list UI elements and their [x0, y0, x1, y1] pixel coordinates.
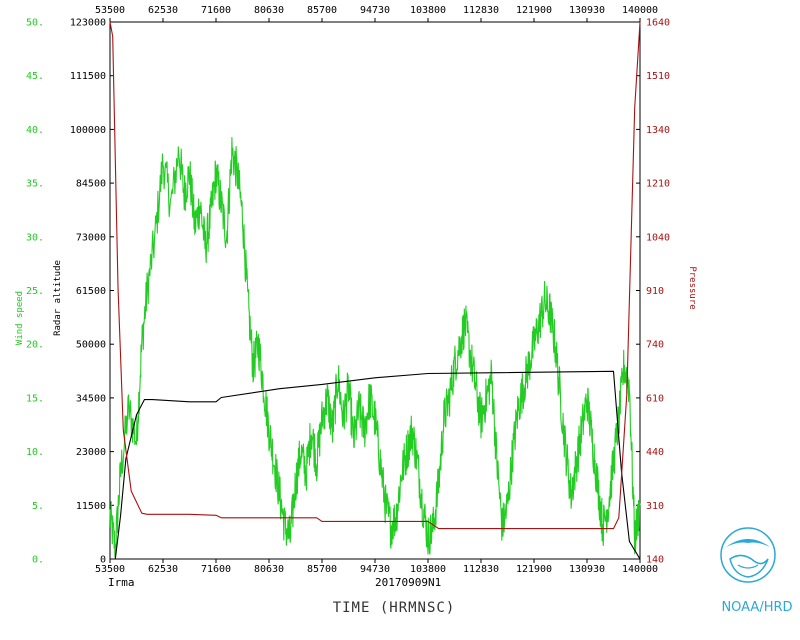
noaa-logo-icon: [720, 527, 776, 583]
y-axis-pressure: 140 310 440 610 740 910 1040 1210 1340 1510 1640: [646, 18, 670, 566]
pressure-tick-label: 140: [646, 555, 664, 566]
x-top-tick-label: 53500: [95, 5, 125, 16]
series-line-wind: [109, 137, 641, 558]
pressure-tick-label: 440: [646, 447, 664, 458]
pressure-tick-label: 1340: [646, 125, 670, 136]
x-bottom-tick-label: 140000: [622, 564, 658, 575]
noaa-hrd-label: NOAA/HRD: [721, 600, 792, 615]
altitude-tick-label: 11500: [76, 501, 106, 512]
pressure-tick-label: 910: [646, 286, 664, 297]
series-layer: [109, 21, 641, 560]
series-line-altitude: [110, 370, 641, 560]
y-axis-wind: 0. 5. 10. 15. 20. 25. 30. 35. 40. 45. 50.: [26, 18, 44, 566]
wind-tick-label: 35.: [26, 179, 44, 190]
x-top-tick-label: 112830: [463, 5, 499, 16]
y-axis-altitude: 0 11500 23000 34500 50000 61500 73000 84500 1000…: [70, 18, 640, 566]
pressure-tick-label: 310: [646, 501, 664, 512]
wind-tick-label: 50.: [26, 18, 44, 29]
wind-tick-label: 40.: [26, 125, 44, 136]
x-axis-top: 53500 62530 71600 80630 85700 94730 103800 1128…: [95, 5, 658, 22]
altitude-axis-label: Radar altitude: [53, 260, 63, 336]
altitude-tick-label: 34500: [76, 393, 106, 404]
x-axis-title: TIME (HRMNSC): [333, 600, 456, 616]
pressure-axis-label: Pressure: [687, 266, 697, 309]
altitude-tick-label: 111500: [70, 71, 106, 82]
x-bottom-tick-label: 112830: [463, 564, 499, 575]
pressure-tick-label: 1640: [646, 18, 670, 29]
wind-tick-label: 45.: [26, 71, 44, 82]
pressure-tick-label: 610: [646, 393, 664, 404]
x-top-tick-label: 71600: [201, 5, 231, 16]
altitude-tick-label: 61500: [76, 286, 106, 297]
altitude-tick-label: 73000: [76, 232, 106, 243]
storm-id: 20170909N1: [375, 576, 441, 589]
altitude-tick-label: 84500: [76, 179, 106, 190]
x-bottom-tick-label: 62530: [148, 564, 178, 575]
wind-tick-label: 25.: [26, 286, 44, 297]
wind-tick-label: 5.: [32, 501, 44, 512]
x-top-tick-label: 94730: [360, 5, 390, 16]
wind-tick-label: 15.: [26, 393, 44, 404]
x-top-tick-label: 121900: [516, 5, 552, 16]
x-top-tick-label: 130930: [569, 5, 605, 16]
pressure-tick-label: 740: [646, 340, 664, 351]
x-top-tick-label: 80630: [254, 5, 284, 16]
altitude-tick-label: 50000: [76, 340, 106, 351]
x-top-tick-label: 140000: [622, 5, 658, 16]
altitude-tick-label: 0: [100, 555, 106, 566]
x-bottom-tick-label: 53500: [95, 564, 125, 575]
wind-tick-label: 0.: [32, 555, 44, 566]
pressure-tick-label: 1040: [646, 232, 670, 243]
x-bottom-tick-label: 80630: [254, 564, 284, 575]
x-bottom-tick-label: 94730: [360, 564, 390, 575]
x-bottom-tick-label: 71600: [201, 564, 231, 575]
x-top-tick-label: 85700: [307, 5, 337, 16]
pressure-tick-label: 1510: [646, 71, 670, 82]
x-bottom-tick-label: 103800: [410, 564, 446, 575]
x-bottom-tick-label: 121900: [516, 564, 552, 575]
pressure-tick-label: 1210: [646, 179, 670, 190]
wind-axis-label: Wind speed: [15, 291, 25, 345]
x-axis-bottom: 53500 62530 71600 80630 85700 94730 103800 1128…: [95, 559, 658, 575]
series-line-pressure: [109, 21, 641, 530]
storm-name: Irma: [108, 576, 135, 589]
wind-tick-label: 20.: [26, 340, 44, 351]
x-bottom-tick-label: 85700: [307, 564, 337, 575]
plot-frame: [109, 21, 641, 560]
altitude-tick-label: 100000: [70, 125, 106, 136]
altitude-tick-label: 23000: [76, 447, 106, 458]
wind-tick-label: 10.: [26, 447, 44, 458]
wind-tick-label: 30.: [26, 232, 44, 243]
altitude-tick-label: 123000: [70, 18, 106, 29]
x-bottom-tick-label: 130930: [569, 564, 605, 575]
x-top-tick-label: 103800: [410, 5, 446, 16]
x-top-tick-label: 62530: [148, 5, 178, 16]
